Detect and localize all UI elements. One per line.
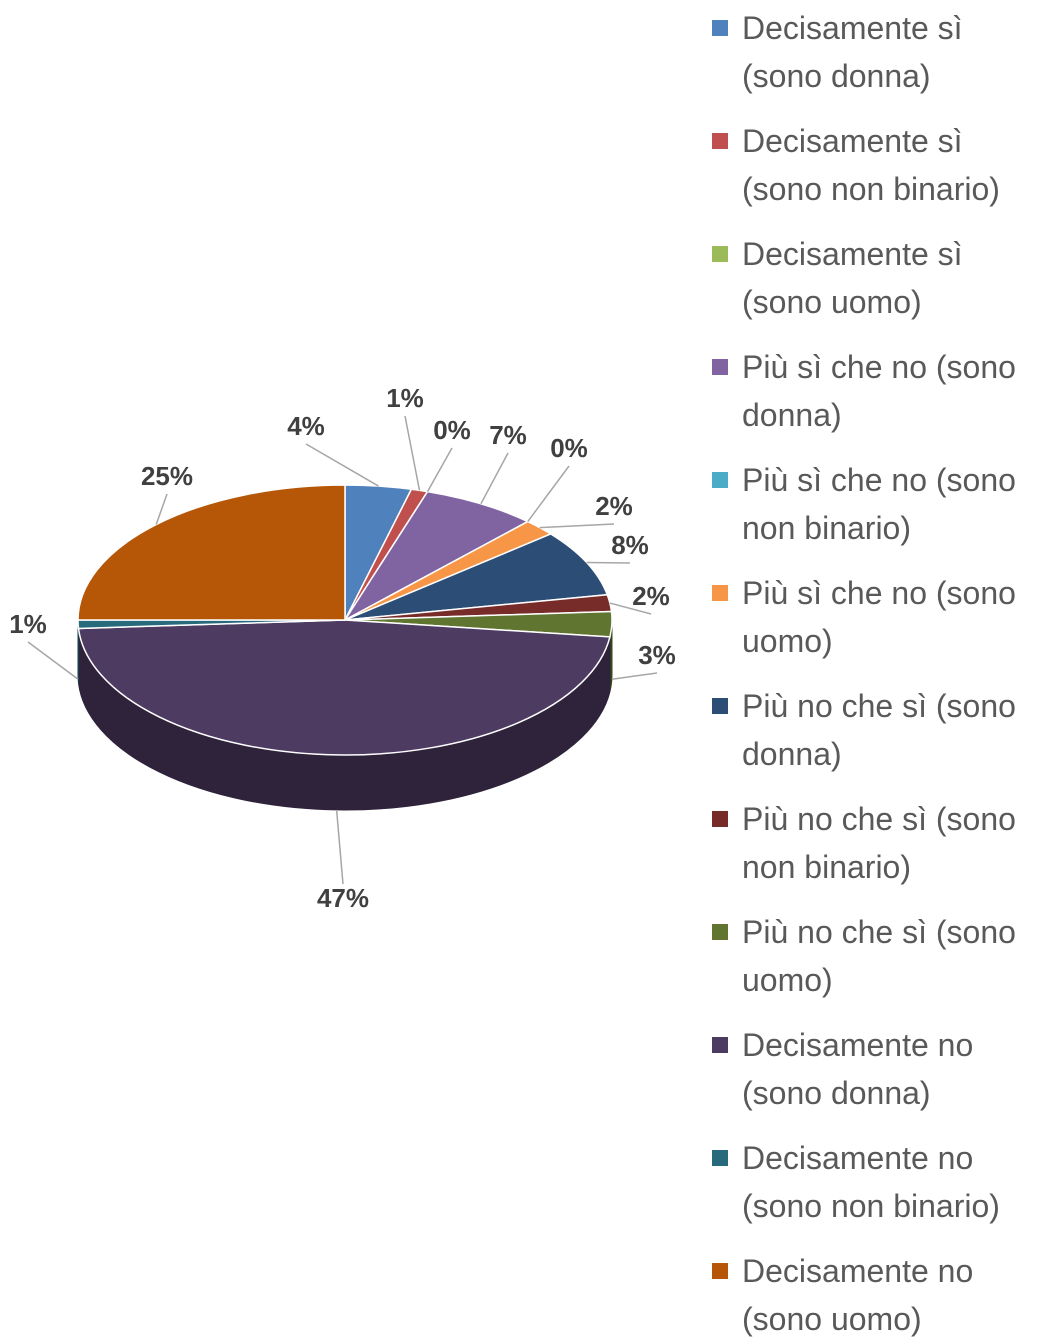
data-label: 2%: [595, 491, 633, 521]
data-label: 0%: [433, 415, 471, 445]
data-label: 4%: [287, 411, 325, 441]
legend-label: Decisamente sì (sono uomo): [742, 230, 1042, 326]
legend-swatch: [712, 359, 728, 375]
data-label: 47%: [317, 883, 369, 913]
legend-swatch: [712, 1037, 728, 1053]
leader-line: [481, 453, 508, 504]
legend-swatch: [712, 472, 728, 488]
data-label: 7%: [489, 420, 527, 450]
leader-line: [540, 524, 614, 528]
legend-label: Decisamente no (sono donna): [742, 1021, 1042, 1117]
leader-line: [337, 810, 343, 884]
legend-swatch: [712, 133, 728, 149]
leader-line: [428, 448, 452, 492]
leader-line: [28, 642, 78, 679]
legend-swatch: [712, 20, 728, 36]
legend-swatch: [712, 246, 728, 262]
data-label: 2%: [632, 581, 670, 611]
legend-label: Più sì che no (sono non binario): [742, 456, 1042, 552]
leader-line: [612, 673, 657, 679]
legend-label: Decisamente no (sono non binario): [742, 1134, 1042, 1230]
data-label: 3%: [638, 640, 676, 670]
legend-swatch: [712, 924, 728, 940]
pie-slice: [78, 485, 345, 620]
legend-swatch: [712, 585, 728, 601]
legend-swatch: [712, 1263, 728, 1279]
legend-label: Più no che sì (sono donna): [742, 682, 1042, 778]
legend-label: Decisamente sì (sono donna): [742, 4, 1042, 100]
data-label: 25%: [141, 461, 193, 491]
data-label: 8%: [611, 530, 649, 560]
leader-line: [405, 416, 419, 490]
legend-label: Più sì che no (sono uomo): [742, 569, 1042, 665]
legend-label: Più no che sì (sono uomo): [742, 908, 1042, 1004]
legend-label: Più sì che no (sono donna): [742, 343, 1042, 439]
data-label: 1%: [386, 383, 424, 413]
legend-swatch: [712, 1150, 728, 1166]
legend-label: Più no che sì (sono non binario): [742, 795, 1042, 891]
legend-label: Decisamente no (sono uomo): [742, 1247, 1042, 1343]
data-label: 0%: [550, 433, 588, 463]
chart: 4%1%0%7%0%2%8%2%3%47%1%25%: [0, 0, 700, 1336]
legend-swatch: [712, 811, 728, 827]
data-label: 1%: [9, 609, 47, 639]
leader-line: [528, 466, 569, 522]
leader-line: [306, 444, 378, 486]
legend-swatch: [712, 698, 728, 714]
legend-label: Decisamente sì (sono non binario): [742, 117, 1042, 213]
